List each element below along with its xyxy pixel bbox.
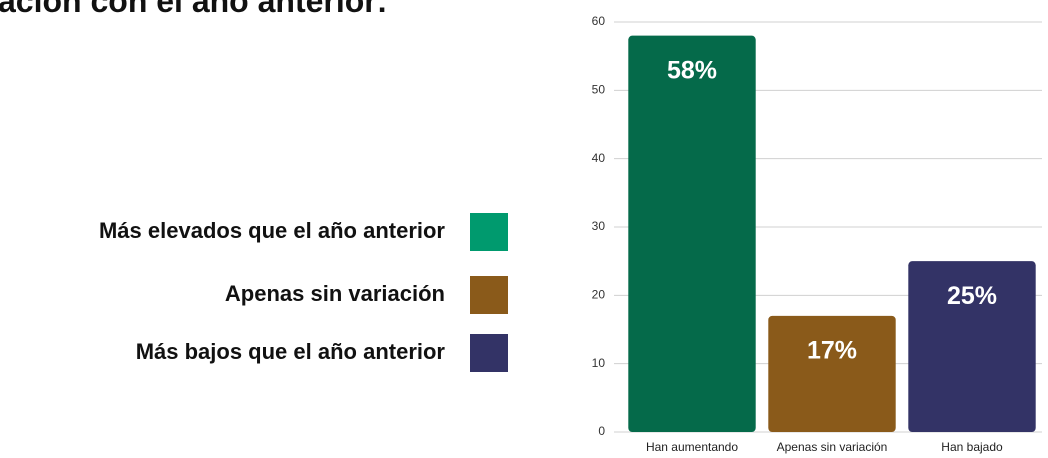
value-label: 25% <box>947 282 997 310</box>
x-tick-label: Han bajado <box>941 440 1003 454</box>
y-tick-label: 60 <box>592 14 606 28</box>
legend-swatch <box>470 334 508 372</box>
value-label: 58% <box>667 56 717 84</box>
y-tick-label: 10 <box>592 356 606 370</box>
y-tick-label: 40 <box>592 151 606 165</box>
legend-swatch <box>470 213 508 251</box>
x-tick-label: Apenas sin variación <box>777 440 888 454</box>
legend-label: Apenas sin variación <box>225 281 445 306</box>
x-tick-label: Han aumentando <box>646 440 738 454</box>
legend-label: Más elevados que el año anterior <box>99 218 445 243</box>
y-tick-label: 50 <box>592 83 606 97</box>
bar <box>908 261 1036 432</box>
value-label: 17% <box>807 336 857 364</box>
legend-label: Más bajos que el año anterior <box>136 339 446 364</box>
y-tick-label: 0 <box>598 424 605 438</box>
bar <box>628 35 756 433</box>
legend-swatch <box>470 276 508 314</box>
y-tick-label: 20 <box>592 288 606 302</box>
bar <box>768 315 896 432</box>
chart-title: ación con el año anterior: <box>0 0 387 19</box>
y-tick-label: 30 <box>592 219 606 233</box>
